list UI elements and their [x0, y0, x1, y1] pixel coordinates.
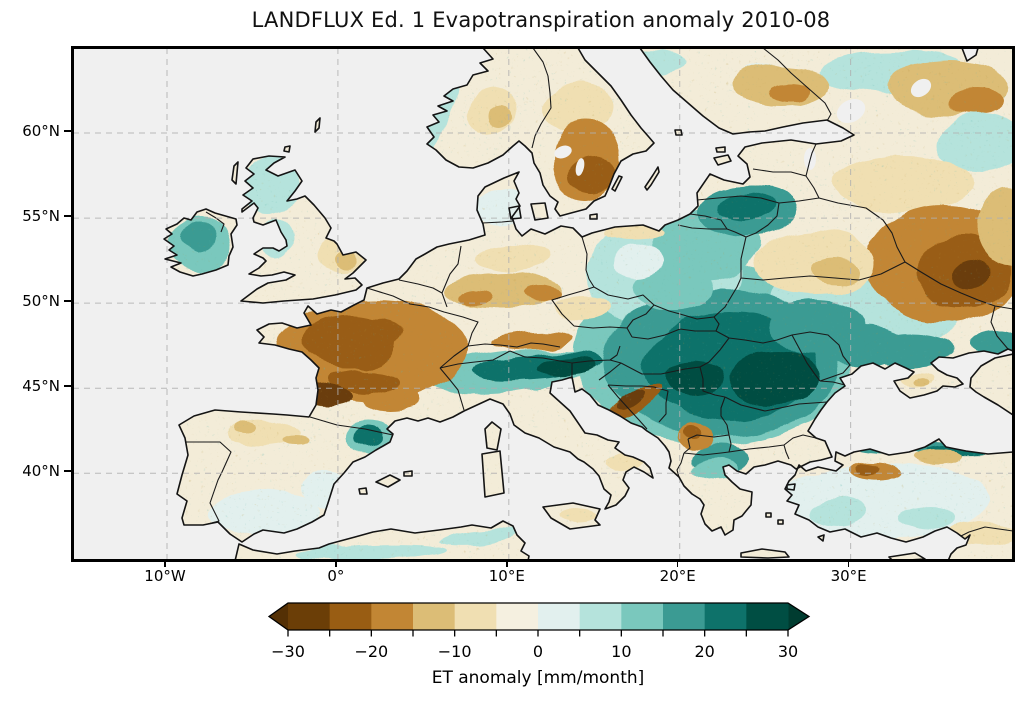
colorbar-segment	[454, 603, 497, 630]
colorbar-tick-label: 0	[532, 642, 544, 661]
country-borders	[186, 48, 1013, 539]
y-tick-mark	[64, 470, 71, 472]
x-tick-mark	[676, 560, 679, 567]
colorbar-tick-label: −10	[437, 642, 472, 661]
colorbar-segment	[413, 603, 456, 630]
colorbar-label: ET anomaly [mm/month]	[431, 668, 645, 688]
colorbar-segment	[746, 603, 789, 630]
y-tick-mark	[64, 385, 71, 387]
colorbar-segment	[621, 603, 664, 630]
y-tick-label: 60°N	[22, 122, 60, 141]
x-tick-mark	[335, 560, 337, 567]
colorbar-segment	[496, 603, 539, 630]
plot-title: LANDFLUX Ed. 1 Evapotranspiration anomal…	[251, 8, 831, 32]
y-tick-label: 45°N	[22, 377, 60, 396]
y-tick-mark	[64, 300, 71, 302]
colorbar-under-arrow	[269, 603, 288, 630]
y-tick-mark	[64, 130, 71, 132]
europe-anomaly-map	[73, 48, 1013, 560]
colorbar-over-arrow	[788, 603, 809, 630]
y-tick-label: 40°N	[22, 462, 60, 481]
x-tick-mark	[847, 560, 850, 567]
x-tick-mark	[506, 560, 508, 567]
colorbar-segment	[288, 603, 331, 630]
colorbar-segment	[538, 603, 581, 630]
colorbar-tick-label: 30	[777, 642, 799, 661]
x-tick-label: 10°W	[144, 567, 186, 585]
colorbar	[265, 602, 811, 642]
x-tick-label: 0°	[327, 567, 345, 585]
x-tick-label: 10°E	[488, 567, 525, 585]
colorbar-segment	[704, 603, 747, 630]
colorbar-tick-label: 10	[611, 642, 632, 661]
colorbar-tick-label: −30	[271, 642, 305, 661]
x-tick-label: 30°E	[830, 567, 867, 585]
y-tick-label: 50°N	[22, 292, 60, 311]
colorbar-tick-label: −20	[354, 642, 389, 661]
colorbar-tick-label: 20	[694, 642, 715, 661]
y-tick-mark	[64, 215, 71, 217]
colorbar-segment	[663, 603, 706, 630]
x-tick-label: 20°E	[659, 567, 696, 585]
colorbar-segment	[579, 603, 622, 630]
x-tick-mark	[164, 560, 166, 567]
colorbar-segment	[329, 603, 372, 630]
colorbar-segment	[371, 603, 414, 630]
graticule-gridlines	[73, 48, 1013, 560]
map-axes	[71, 46, 1015, 562]
y-tick-label: 55°N	[22, 207, 60, 226]
